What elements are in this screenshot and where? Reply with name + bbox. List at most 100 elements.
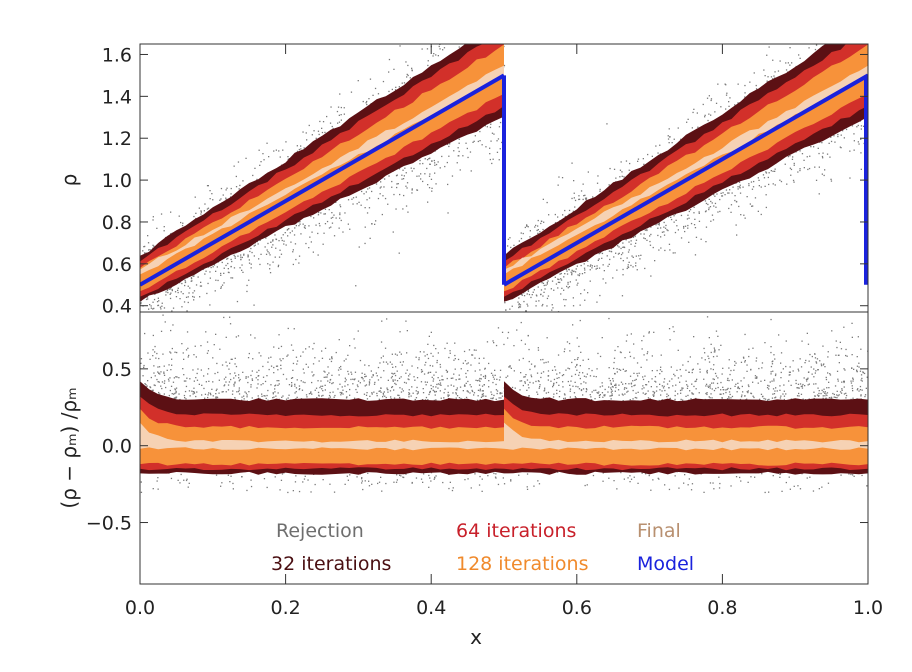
rejection-point — [496, 28, 497, 29]
rejection-point — [474, 135, 476, 137]
rejection-point — [552, 307, 554, 309]
rejection-point — [514, 315, 515, 316]
rejection-point — [160, 308, 162, 310]
rejection-point — [602, 264, 604, 266]
rejection-point — [340, 119, 342, 121]
rejection-point — [339, 217, 341, 219]
rejection-point — [279, 156, 281, 158]
rejection-point — [423, 39, 424, 40]
rejection-point — [195, 284, 198, 286]
rejection-point — [486, 126, 488, 128]
rejection-point — [304, 225, 306, 227]
rejection-point — [305, 242, 307, 245]
rejection-point — [664, 249, 666, 252]
rejection-point — [774, 170, 776, 172]
rejection-point — [165, 291, 167, 293]
rejection-point — [259, 263, 261, 266]
rejection-point — [860, 36, 861, 37]
rejection-point — [579, 273, 581, 275]
rejection-point — [822, 157, 824, 159]
rejection-point — [366, 103, 368, 106]
rejection-point — [779, 179, 781, 181]
rejection-point — [422, 180, 424, 183]
rejection-point — [728, 192, 730, 194]
rejection-point — [582, 198, 584, 201]
rejection-point — [200, 285, 203, 287]
rejection-point — [171, 345, 172, 346]
rejection-point — [434, 172, 436, 174]
rejection-point — [169, 297, 172, 300]
rejection-point — [663, 231, 665, 233]
rejection-point — [598, 252, 600, 255]
rejection-point — [220, 198, 222, 200]
rejection-point — [709, 206, 712, 208]
rejection-point — [765, 171, 767, 173]
rejection-point — [227, 257, 229, 260]
rejection-point — [739, 186, 741, 188]
rejection-point — [815, 44, 818, 46]
rejection-point — [573, 180, 575, 182]
rejection-point — [625, 239, 627, 241]
rejection-point — [590, 264, 592, 266]
rejection-point — [324, 131, 326, 134]
rejection-point — [845, 2, 846, 3]
rejection-point — [609, 258, 611, 261]
rejection-point — [494, 42, 495, 43]
rejection-point — [545, 284, 547, 286]
rejection-point — [358, 246, 360, 248]
rejection-point — [150, 307, 152, 309]
rejection-point — [431, 160, 433, 162]
rejection-point — [568, 209, 571, 212]
rejection-point — [518, 240, 520, 242]
rejection-point — [170, 211, 172, 213]
rejection-point — [837, 133, 839, 136]
rejection-point — [527, 226, 529, 228]
rejection-point — [326, 220, 329, 223]
rejection-point — [710, 200, 712, 203]
rejection-point — [547, 280, 549, 282]
rejection-point — [739, 184, 741, 186]
rejection-point — [646, 229, 648, 232]
rejection-point — [401, 178, 403, 180]
rejection-point — [464, 41, 465, 42]
rejection-point — [753, 72, 755, 74]
rejection-point — [186, 310, 188, 312]
rejection-point — [356, 203, 358, 205]
rejection-point — [339, 204, 341, 206]
rejection-point — [237, 161, 240, 163]
rejection-point — [571, 274, 573, 276]
rejection-point — [525, 314, 526, 315]
rejection-point — [752, 205, 754, 207]
rejection-point — [467, 37, 468, 38]
rejection-point — [233, 254, 235, 256]
rejection-point — [479, 39, 480, 40]
rejection-point — [349, 228, 351, 230]
rejection-point — [391, 180, 393, 183]
rejection-point — [233, 267, 236, 269]
rejection-point — [280, 237, 283, 239]
rejection-point — [734, 104, 736, 106]
rejection-point — [235, 186, 238, 188]
rejection-point — [484, 125, 486, 127]
rejection-point — [279, 249, 281, 251]
rejection-point — [779, 60, 781, 62]
rejection-point — [161, 302, 163, 304]
rejection-point — [634, 235, 636, 238]
rejection-point — [725, 108, 727, 110]
rejection-point — [153, 323, 154, 324]
rejection-point — [823, 174, 825, 177]
rejection-point — [303, 147, 305, 149]
rejection-point — [683, 227, 685, 229]
rejection-point — [140, 302, 142, 304]
rejection-point — [640, 254, 642, 256]
rejection-point — [620, 247, 622, 250]
rejection-point — [260, 253, 262, 255]
rejection-point — [704, 200, 707, 202]
rejection-point — [371, 190, 373, 193]
rejection-point — [721, 195, 723, 197]
rejection-point — [567, 281, 569, 284]
rejection-point — [558, 176, 560, 178]
rejection-point — [655, 145, 657, 147]
rejection-point — [338, 121, 341, 123]
